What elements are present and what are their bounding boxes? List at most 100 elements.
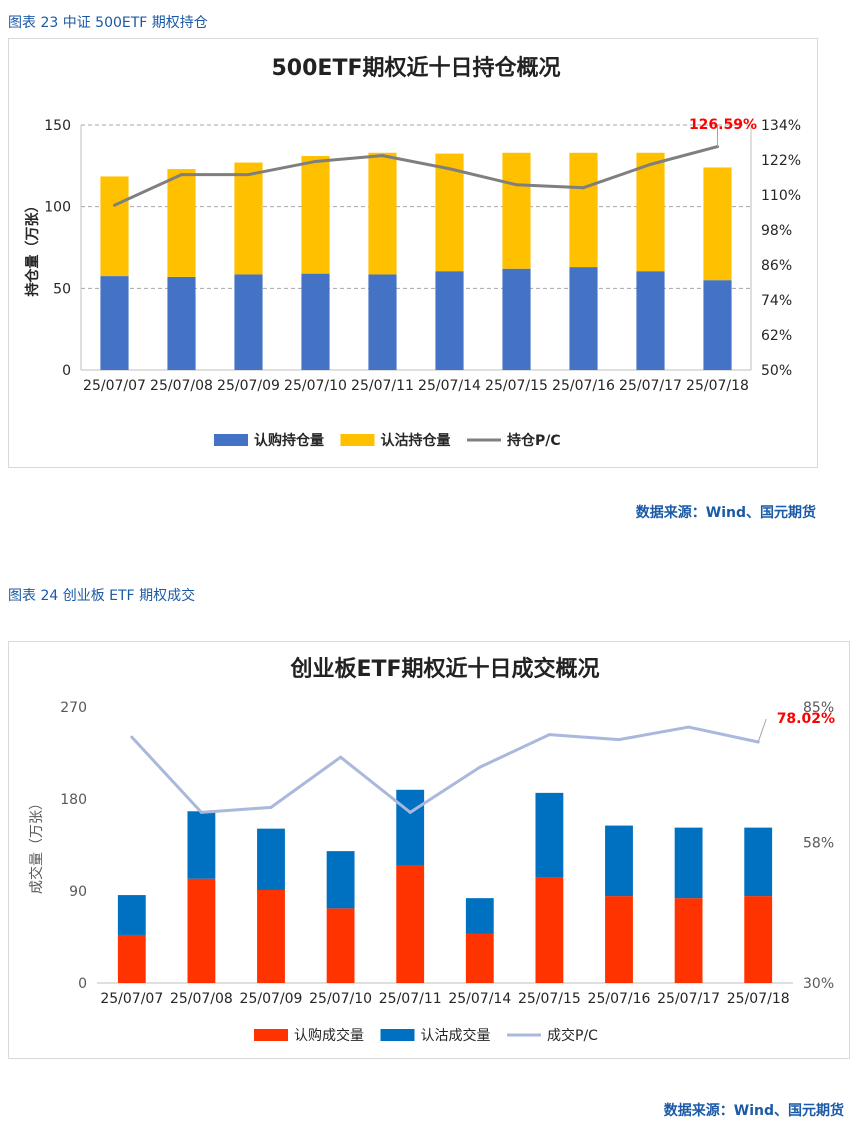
y2-tick-label: 30% (803, 976, 834, 992)
pc-point (180, 173, 183, 177)
pc-point (617, 738, 621, 742)
bar-2-series-1 (257, 889, 285, 983)
bar-8-series-1 (674, 898, 703, 983)
x-tick-label: 25/07/17 (619, 378, 682, 394)
y-tick-label: 50 (53, 281, 71, 297)
pc-point (199, 810, 203, 814)
pc-point (582, 186, 585, 190)
y2-tick-label: 58% (803, 835, 834, 851)
bar-7-series-1 (605, 896, 633, 983)
bar-4-series-2 (396, 789, 425, 866)
y2-tick-label: 134% (761, 118, 801, 134)
chart-title: 500ETF期权近十日持仓概况 (272, 55, 561, 81)
bar-2-series-2 (234, 162, 263, 275)
chart-panel-500etf: 500ETF期权近十日持仓概况 0 50 100 150 50% 62% 74% 86% 98% 1… (8, 38, 818, 468)
pc-point (515, 183, 518, 187)
y-tick-label: 180 (60, 792, 87, 808)
annotation-leader (757, 718, 767, 743)
bar-5-series-2 (435, 153, 464, 272)
x-tick-label: 25/07/16 (552, 378, 615, 394)
bar-8-series-2 (636, 152, 665, 272)
x-tick-label: 25/07/18 (727, 991, 790, 1007)
bar-9-series-2 (744, 827, 773, 897)
pc-point (408, 810, 412, 814)
x-tick-label: 25/07/11 (351, 378, 414, 394)
bar-0-series-1 (117, 934, 146, 983)
bar-6-series-2 (535, 792, 564, 878)
y2-tick-label: 122% (761, 153, 801, 169)
pc-point (339, 755, 343, 759)
bar-4-series-1 (396, 865, 425, 983)
legend-label-1: 认购成交量 (294, 1027, 364, 1044)
pc-point (314, 159, 317, 163)
bar-3-series-1 (326, 908, 355, 983)
y-tick-label: 90 (69, 884, 87, 900)
bar-6-series-1 (502, 268, 531, 370)
pc-point (130, 735, 134, 739)
legend-label-2: 认沽成交量 (421, 1027, 491, 1044)
bar-1-series-1 (187, 878, 216, 983)
pc-point (547, 733, 551, 737)
x-tick-label: 25/07/18 (686, 378, 749, 394)
bar-2-series-1 (234, 274, 263, 370)
y2-tick-label: 74% (761, 293, 792, 309)
x-tick-label: 25/07/11 (379, 991, 442, 1007)
source-note-1: 数据来源：Wind、国元期货 (635, 505, 816, 521)
y2-tick-label: 50% (761, 363, 792, 379)
x-tick-label: 25/07/15 (518, 991, 581, 1007)
legend-label-3: 持仓P/C (507, 432, 561, 449)
bar-2-series-2 (257, 828, 285, 890)
bar-4-series-1 (368, 274, 397, 370)
pc-point (649, 162, 652, 166)
bar-1-series-2 (187, 811, 216, 879)
pc-line (113, 145, 718, 207)
x-tick-label: 25/07/09 (240, 991, 303, 1007)
bar-9-series-1 (703, 280, 732, 370)
legend-swatch-2 (380, 1029, 415, 1041)
legend-swatch-1 (254, 1029, 288, 1041)
x-tick-label: 25/07/07 (83, 378, 146, 394)
x-tick-label: 25/07/09 (217, 378, 280, 394)
x-tick-label: 25/07/10 (284, 378, 347, 394)
pc-last-value-label: 126.59% (689, 117, 757, 133)
bar-0-series-1 (100, 276, 129, 370)
pc-point (478, 765, 482, 769)
bar-3-series-1 (301, 273, 330, 370)
legend-label-3: 成交P/C (547, 1027, 598, 1044)
source-note-2: 数据来源：Wind、国元期货 (663, 1103, 844, 1119)
legend-swatch-2 (340, 434, 375, 446)
y-tick-label: 150 (44, 118, 71, 134)
legend-label-1: 认购持仓量 (254, 432, 324, 449)
bar-6-series-2 (502, 152, 531, 269)
bar-5-series-1 (435, 271, 464, 370)
pc-point (113, 203, 116, 207)
bar-7-series-2 (569, 152, 598, 268)
bar-9-series-1 (744, 896, 773, 983)
pc-line (130, 725, 759, 814)
bar-8-series-2 (674, 827, 703, 899)
y-tick-label: 270 (60, 700, 87, 716)
chart-title: 创业板ETF期权近十日成交概况 (289, 656, 599, 682)
y-tick-label: 0 (78, 976, 87, 992)
bar-6-series-1 (535, 877, 564, 983)
y-tick-label: 0 (62, 363, 71, 379)
pc-point (381, 154, 384, 158)
bar-7-series-1 (569, 267, 598, 370)
legend-swatch-1 (214, 434, 248, 446)
bar-0-series-2 (100, 176, 129, 277)
x-tick-label: 25/07/10 (309, 991, 372, 1007)
x-tick-label: 25/07/15 (485, 378, 548, 394)
x-tick-label: 25/07/08 (170, 991, 233, 1007)
y2-tick-label: 110% (761, 188, 801, 204)
x-tick-label: 25/07/14 (418, 378, 481, 394)
bar-3-series-2 (301, 156, 330, 274)
pc-point (448, 167, 451, 171)
y2-tick-label: 98% (761, 223, 792, 239)
chart-panel-chinext: 创业板ETF期权近十日成交概况 0 90 180 270 30% 58% 85% 成交量（万张）… (8, 641, 850, 1059)
figure-23-caption: 图表 23 中证 500ETF 期权持仓 (8, 15, 208, 31)
bar-5-series-2 (465, 898, 494, 934)
y2-tick-label: 85% (803, 700, 834, 716)
x-tick-label: 25/07/07 (100, 991, 163, 1007)
pc-point (687, 725, 691, 729)
chart-500etf-open-interest: 500ETF期权近十日持仓概况 0 50 100 150 50% 62% 74% 86% 98% 1… (24, 55, 801, 449)
